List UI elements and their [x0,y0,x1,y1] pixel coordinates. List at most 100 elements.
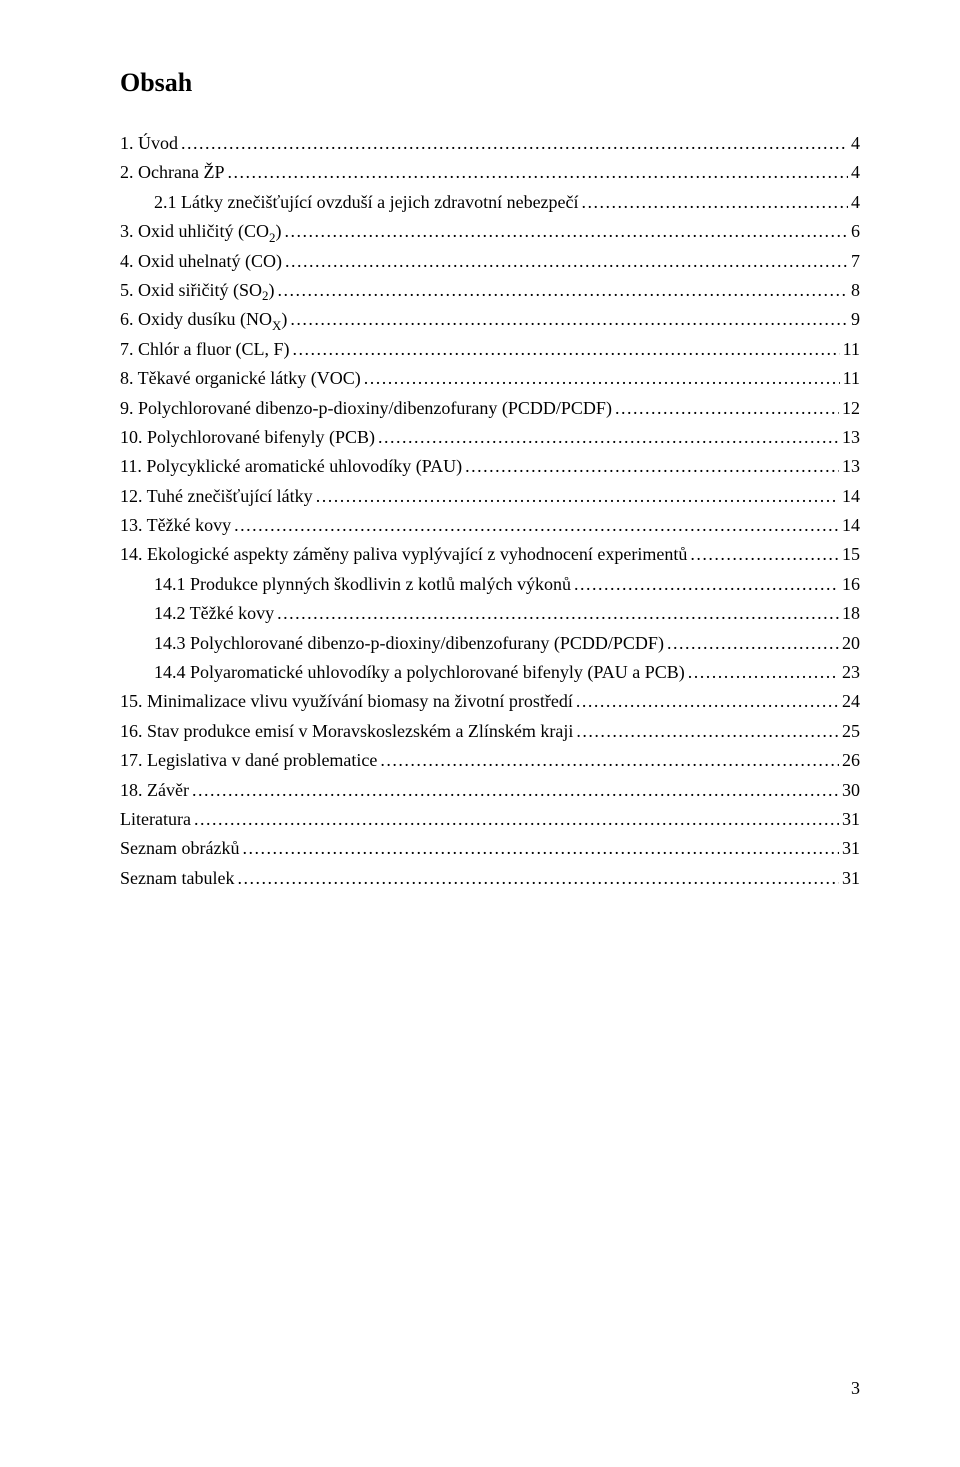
toc-leader-dots [284,218,848,246]
toc-row: 13. Těžké kovy 14 [120,512,860,540]
toc-leader-dots [242,835,839,863]
toc-leader-dots [582,189,848,217]
toc-leader-dots [690,541,839,569]
toc-entry-label: 9. Polychlorované dibenzo-p-dioxiny/dibe… [120,395,612,423]
toc-entry-label: Seznam obrázků [120,835,239,863]
toc-entry-label: 5. Oxid siřičitý (SO2) [120,277,274,305]
toc-entry-label: 14. Ekologické aspekty záměny paliva vyp… [120,541,687,569]
toc-entry-page: 12 [842,395,860,423]
toc-leader-dots [290,306,848,334]
toc-entry-label: 14.3 Polychlorované dibenzo-p-dioxiny/di… [154,630,664,658]
toc-row: 14.2 Těžké kovy 18 [120,600,860,628]
toc-entry-page: 30 [842,777,860,805]
toc-leader-dots [227,159,848,187]
toc-leader-dots [364,365,840,393]
toc-leader-dots [277,277,848,305]
toc-entry-label: 13. Těžké kovy [120,512,231,540]
toc-entry-label: 1. Úvod [120,130,178,158]
toc-row: Seznam obrázků 31 [120,835,860,863]
toc-entry-label: 14.1 Produkce plynných škodlivin z kotlů… [154,571,571,599]
toc-leader-dots [378,424,839,452]
toc-leader-dots [667,630,839,658]
toc-row: 17. Legislativa v dané problematice26 [120,747,860,775]
toc-entry-label: 8. Těkavé organické látky (VOC) [120,365,361,393]
toc-entry-label: 7. Chlór a fluor (CL, F) [120,336,289,364]
toc-leader-dots [285,248,848,276]
toc-leader-dots [237,865,839,893]
toc-entry-page: 14 [842,483,860,511]
toc-entry-page: 31 [842,835,860,863]
toc-row: 18. Závěr 30 [120,777,860,805]
toc-leader-dots [380,747,839,775]
toc-entry-label: 18. Závěr [120,777,189,805]
toc-row: 15. Minimalizace vlivu využívání biomasy… [120,688,860,716]
toc-entry-label: 2. Ochrana ŽP [120,159,224,187]
toc-entry-label: Literatura [120,806,191,834]
toc-entry-page: 31 [842,806,860,834]
toc-entry-page: 31 [842,865,860,893]
toc-leader-dots [316,483,839,511]
toc-leader-dots [688,659,839,687]
toc-row: 2.1 Látky znečišťující ovzduší a jejich … [120,189,860,217]
toc-entry-page: 4 [851,159,860,187]
toc-entry-label: 2.1 Látky znečišťující ovzduší a jejich … [154,189,579,217]
toc-leader-dots [615,395,839,423]
toc-row: Seznam tabulek 31 [120,865,860,893]
toc-entry-label: Seznam tabulek [120,865,234,893]
toc-entry-page: 15 [842,541,860,569]
toc-entry-label: 15. Minimalizace vlivu využívání biomasy… [120,688,573,716]
toc-leader-dots [465,453,839,481]
toc-row: 7. Chlór a fluor (CL, F) 11 [120,336,860,364]
toc-entry-page: 7 [851,248,860,276]
toc-row: 14.4 Polyaromatické uhlovodíky a polychl… [120,659,860,687]
toc-entry-label: 11. Polycyklické aromatické uhlovodíky (… [120,453,462,481]
toc-row: 14.1 Produkce plynných škodlivin z kotlů… [120,571,860,599]
toc-row: 3. Oxid uhličitý (CO2) 6 [120,218,860,246]
toc-entry-page: 6 [851,218,860,246]
toc-row: 11. Polycyklické aromatické uhlovodíky (… [120,453,860,481]
toc-entry-page: 13 [842,453,860,481]
toc-entry-page: 18 [842,600,860,628]
toc-entry-page: 11 [843,365,860,393]
toc-row: 4. Oxid uhelnatý (CO)7 [120,248,860,276]
toc-entry-label: 3. Oxid uhličitý (CO2) [120,218,281,246]
toc-entry-label: 10. Polychlorované bifenyly (PCB) [120,424,375,452]
toc-entry-page: 4 [851,189,860,217]
toc-entry-label: 14.2 Těžké kovy [154,600,274,628]
toc-row: 5. Oxid siřičitý (SO2) 8 [120,277,860,305]
toc-leader-dots [277,600,839,628]
toc-leader-dots [574,571,839,599]
page-number: 3 [851,1378,860,1399]
toc-row: 6. Oxidy dusíku (NOX)9 [120,306,860,334]
toc-entry-label: 16. Stav produkce emisí v Moravskoslezsk… [120,718,573,746]
toc-leader-dots [181,130,848,158]
toc-row: 14. Ekologické aspekty záměny paliva vyp… [120,541,860,569]
toc-row: 10. Polychlorované bifenyly (PCB) 13 [120,424,860,452]
toc-leader-dots [194,806,839,834]
toc-entry-page: 14 [842,512,860,540]
toc-entry-page: 4 [851,130,860,158]
toc-row: Literatura 31 [120,806,860,834]
toc-entry-label: 6. Oxidy dusíku (NOX) [120,306,287,334]
toc-leader-dots [292,336,839,364]
toc-entry-page: 24 [842,688,860,716]
toc-leader-dots [192,777,839,805]
toc-row: 1. Úvod 4 [120,130,860,158]
toc-row: 14.3 Polychlorované dibenzo-p-dioxiny/di… [120,630,860,658]
page-title: Obsah [120,68,860,98]
toc-row: 12. Tuhé znečišťující látky 14 [120,483,860,511]
table-of-contents: 1. Úvod 4 2. Ochrana ŽP 4 2.1 Látky znečišťu… [120,130,860,893]
toc-entry-page: 11 [843,336,860,364]
toc-entry-page: 13 [842,424,860,452]
toc-entry-page: 8 [851,277,860,305]
toc-entry-page: 25 [842,718,860,746]
toc-entry-page: 16 [842,571,860,599]
toc-row: 2. Ochrana ŽP 4 [120,159,860,187]
toc-row: 8. Těkavé organické látky (VOC) 11 [120,365,860,393]
document-page: Obsah 1. Úvod 4 2. Ochrana ŽP 4 2.1 Látky zn… [0,0,960,1467]
toc-entry-label: 14.4 Polyaromatické uhlovodíky a polychl… [154,659,685,687]
toc-row: 16. Stav produkce emisí v Moravskoslezsk… [120,718,860,746]
toc-entry-label: 12. Tuhé znečišťující látky [120,483,313,511]
toc-entry-page: 26 [842,747,860,775]
toc-entry-page: 23 [842,659,860,687]
